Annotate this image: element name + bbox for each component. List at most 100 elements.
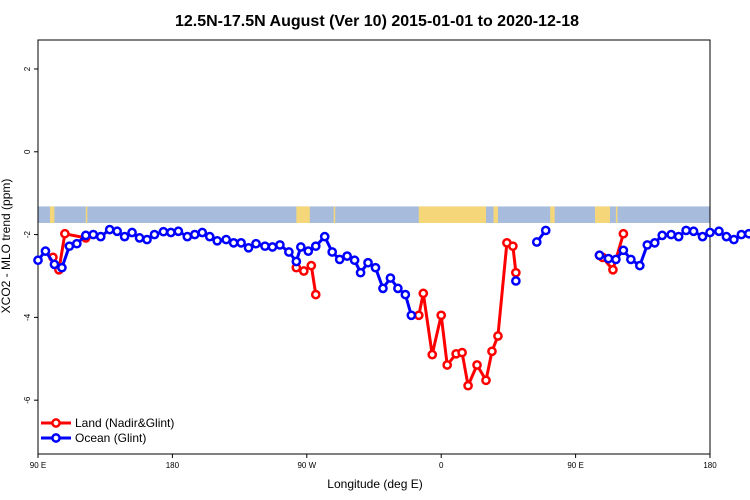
data-point <box>104 224 115 235</box>
legend-marker <box>51 433 61 443</box>
data-point <box>370 262 381 273</box>
data-point <box>112 226 122 237</box>
legend-marker <box>51 418 61 428</box>
data-point <box>355 267 366 278</box>
data-point <box>310 289 321 300</box>
data-point <box>413 310 424 321</box>
series-group <box>33 224 750 391</box>
data-point <box>310 241 321 252</box>
band-land-segment <box>493 206 498 223</box>
data-point <box>236 238 246 248</box>
data-point <box>119 231 130 242</box>
legend: Land (Nadir&Glint)Ocean (Glint) <box>41 416 174 445</box>
data-point <box>531 237 542 247</box>
band-land-segment <box>296 206 310 223</box>
data-point <box>688 226 699 237</box>
data-point <box>608 264 618 275</box>
data-point <box>729 234 739 245</box>
data-point <box>204 231 215 242</box>
data-point <box>463 380 473 391</box>
y-axis-label: XCO2 - MLO trend (ppm) <box>0 179 13 314</box>
data-point <box>657 230 668 241</box>
data-point <box>618 245 629 256</box>
data-point <box>603 253 614 264</box>
data-point <box>306 260 317 271</box>
data-point <box>295 242 306 252</box>
data-point <box>736 229 747 240</box>
data-point <box>406 310 417 321</box>
data-point <box>378 283 388 294</box>
data-point <box>251 238 261 249</box>
x-axis: 90 E 180 90 W 0 90 E 180 <box>30 454 717 470</box>
data-point <box>511 267 521 278</box>
data-point <box>349 255 360 266</box>
y-tick-label: 0 <box>23 149 32 154</box>
x-tick-label: 0 <box>439 461 444 470</box>
data-point <box>298 266 309 276</box>
data-point <box>457 347 467 358</box>
data-point <box>334 254 345 265</box>
data-point <box>40 246 51 256</box>
data-point <box>275 240 285 250</box>
data-point <box>618 228 629 239</box>
data-point <box>60 228 70 239</box>
data-point <box>182 231 193 242</box>
y-tick-label: 2 <box>23 66 32 71</box>
data-point <box>594 250 605 261</box>
chart-title: 12.5N-17.5N August (Ver 10) 2015-01-01 t… <box>175 13 579 30</box>
data-point <box>95 231 106 242</box>
legend-label: Ocean (Glint) <box>75 431 146 445</box>
data-point <box>166 227 176 238</box>
data-point <box>714 226 724 237</box>
data-point <box>442 360 453 370</box>
data-point <box>57 262 67 273</box>
data-point <box>418 288 429 299</box>
data-point <box>493 331 503 341</box>
data-point <box>212 235 223 246</box>
data-point <box>267 242 278 252</box>
data-point <box>508 241 518 252</box>
data-point <box>400 289 411 300</box>
data-point <box>626 254 636 265</box>
data-point <box>158 226 169 237</box>
data-point <box>260 241 270 252</box>
data-point <box>511 276 521 286</box>
legend-label: Land (Nadir&Glint) <box>75 416 174 430</box>
data-point <box>721 231 732 242</box>
data-point <box>49 259 60 270</box>
band-land-segment <box>85 206 88 223</box>
data-point <box>228 238 239 248</box>
data-point <box>666 229 677 240</box>
band-land-segment <box>333 206 336 223</box>
plot-frame <box>37 39 711 455</box>
data-point <box>436 310 447 321</box>
data-point <box>697 231 708 242</box>
data-point <box>303 246 314 256</box>
y-tick-label: -2 <box>23 230 32 238</box>
data-point <box>64 241 75 252</box>
x-tick-label: 180 <box>703 461 717 470</box>
data-point <box>127 227 137 238</box>
series-ocean <box>33 224 750 321</box>
data-point <box>149 229 160 240</box>
data-point <box>427 349 438 360</box>
data-point <box>284 247 294 257</box>
data-point <box>649 238 660 248</box>
data-point <box>634 260 645 271</box>
y-tick-label: -6 <box>23 396 32 404</box>
x-tick-label: 180 <box>166 461 180 470</box>
data-point <box>642 240 653 250</box>
data-point <box>319 231 330 242</box>
data-point <box>189 229 200 240</box>
x-tick-label: 90 E <box>567 461 583 470</box>
data-point <box>173 226 184 237</box>
x-tick-label: 90 W <box>297 461 316 470</box>
band-ocean <box>38 206 710 223</box>
data-point <box>385 273 396 283</box>
data-point <box>327 247 338 257</box>
data-point <box>342 251 352 261</box>
data-point <box>611 254 621 265</box>
series-line <box>417 241 518 388</box>
x-axis-label: Longitude (deg E) <box>327 477 422 491</box>
